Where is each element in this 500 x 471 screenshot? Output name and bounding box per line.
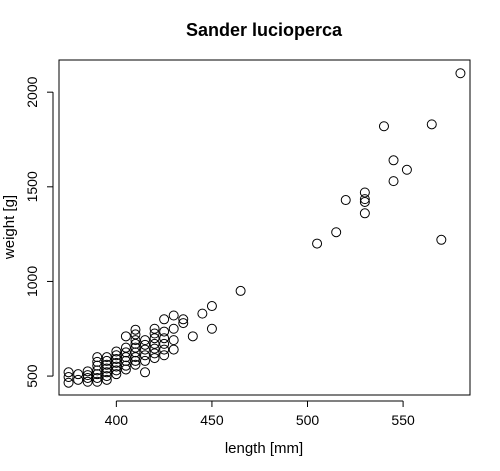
data-point	[82, 366, 93, 377]
data-point	[436, 234, 447, 245]
data-point	[159, 326, 170, 337]
y-tick-label: 500	[24, 364, 40, 388]
data-points	[63, 68, 466, 388]
data-point	[73, 374, 84, 385]
data-point	[82, 370, 93, 381]
data-point	[149, 343, 160, 354]
data-point	[140, 367, 151, 378]
data-point	[92, 356, 103, 367]
data-point	[101, 367, 112, 378]
data-point	[120, 342, 131, 353]
data-point	[149, 328, 160, 339]
data-point	[120, 331, 131, 342]
data-point	[168, 335, 179, 346]
data-point	[149, 338, 160, 349]
data-point	[378, 121, 389, 132]
data-point	[178, 314, 189, 325]
data-point	[168, 344, 179, 355]
y-axis: 500 1000 1500 2000	[24, 76, 54, 388]
x-axis: 400 450 500 550	[105, 400, 415, 428]
data-point	[312, 238, 323, 249]
data-point	[63, 367, 74, 378]
data-point	[359, 187, 370, 198]
data-point	[111, 350, 122, 361]
data-point	[130, 329, 141, 340]
data-point	[187, 331, 198, 342]
data-point	[159, 333, 170, 344]
data-point	[140, 355, 151, 366]
data-point	[101, 371, 112, 382]
data-point	[92, 372, 103, 383]
data-point	[401, 164, 412, 175]
data-point	[120, 347, 131, 358]
data-point	[130, 359, 141, 370]
y-tick-label: 2000	[24, 76, 40, 107]
data-point	[111, 354, 122, 365]
data-point	[206, 301, 217, 312]
y-axis-label: weight [g]	[1, 195, 18, 260]
data-point	[168, 310, 179, 321]
data-point	[63, 377, 74, 388]
data-point	[197, 308, 208, 319]
data-point	[388, 155, 399, 166]
data-point	[101, 355, 112, 366]
plot-frame	[58, 59, 471, 396]
data-point	[140, 339, 151, 350]
data-point	[111, 365, 122, 376]
data-point	[101, 352, 112, 363]
x-tick-label: 450	[200, 412, 224, 428]
data-point	[130, 324, 141, 335]
data-point	[140, 335, 151, 346]
data-point	[73, 369, 84, 380]
y-tick-label: 1000	[24, 266, 40, 297]
data-point	[455, 68, 466, 79]
data-point	[111, 369, 122, 380]
data-point	[426, 119, 437, 130]
data-point	[101, 374, 112, 385]
data-point	[359, 208, 370, 219]
data-point	[359, 194, 370, 205]
data-point	[140, 350, 151, 361]
data-point	[111, 357, 122, 368]
data-point	[340, 195, 351, 206]
data-point	[178, 318, 189, 329]
data-point	[235, 285, 246, 296]
data-point	[111, 361, 122, 372]
data-point	[101, 363, 112, 374]
x-tick-label: 550	[391, 412, 415, 428]
data-point	[130, 342, 141, 353]
data-point	[111, 346, 122, 357]
data-point	[82, 372, 93, 383]
data-point	[331, 227, 342, 238]
data-point	[63, 372, 74, 383]
data-point	[82, 376, 93, 387]
data-point	[92, 376, 103, 387]
data-point	[159, 338, 170, 349]
data-point	[130, 335, 141, 346]
y-tick-label: 1500	[24, 171, 40, 202]
x-axis-label: length [mm]	[225, 440, 303, 457]
data-point	[206, 323, 217, 334]
chart-title: Sander lucioperca	[186, 20, 343, 40]
data-point	[159, 344, 170, 355]
x-tick-label: 400	[105, 412, 129, 428]
data-point	[159, 350, 170, 361]
data-point	[149, 323, 160, 334]
data-point	[101, 359, 112, 370]
data-point	[168, 323, 179, 334]
data-point	[388, 176, 399, 187]
x-tick-label: 500	[296, 412, 320, 428]
data-point	[159, 314, 170, 325]
data-point	[92, 352, 103, 363]
